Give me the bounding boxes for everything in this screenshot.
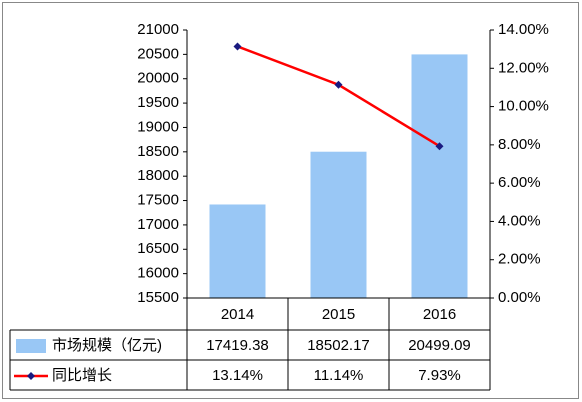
x-tick-label: 2014 xyxy=(221,306,254,323)
y-tick-label: 19500 xyxy=(137,94,179,111)
legend-label: 同比增长 xyxy=(52,367,112,384)
y-tick-label: 16000 xyxy=(137,265,179,282)
legend-key-marker xyxy=(27,372,35,380)
bar xyxy=(209,204,266,298)
y-tick-label: 20000 xyxy=(137,70,179,87)
y2-tick-label: 0.00% xyxy=(498,289,541,306)
y-tick-label: 17500 xyxy=(137,192,179,209)
chart-border xyxy=(2,2,579,399)
y2-tick-label: 6.00% xyxy=(498,174,541,191)
table-value: 20499.09 xyxy=(408,337,471,354)
bar xyxy=(310,151,367,298)
table-value: 18502.17 xyxy=(307,337,370,354)
line-marker xyxy=(334,80,343,89)
y-tick-label: 18000 xyxy=(137,167,179,184)
y-tick-label: 15500 xyxy=(137,289,179,306)
y2-tick-label: 14.00% xyxy=(498,21,549,38)
line-marker xyxy=(233,42,242,51)
y-tick-label: 16500 xyxy=(137,240,179,257)
y-tick-label: 18500 xyxy=(137,143,179,160)
legend-key xyxy=(16,339,46,353)
y-tick-label: 19000 xyxy=(137,118,179,135)
y2-tick-label: 8.00% xyxy=(498,136,541,153)
y2-tick-label: 4.00% xyxy=(498,212,541,229)
line-marker xyxy=(435,142,444,151)
x-tick-label: 2016 xyxy=(423,306,456,323)
bar xyxy=(411,54,468,299)
x-tick-label: 2015 xyxy=(322,306,355,323)
y2-tick-label: 2.00% xyxy=(498,251,541,268)
y2-tick-label: 10.00% xyxy=(498,98,549,115)
legend-label: 市场规模（亿元) xyxy=(52,337,162,354)
table-value: 11.14% xyxy=(314,367,364,384)
y-tick-label: 21000 xyxy=(137,21,179,38)
y-tick-label: 20500 xyxy=(137,45,179,62)
table-value: 13.14% xyxy=(212,367,263,384)
table-value: 17419.38 xyxy=(206,337,269,354)
table-value: 7.93% xyxy=(418,367,461,384)
y2-tick-label: 12.00% xyxy=(498,59,549,76)
y-tick-label: 17000 xyxy=(137,216,179,233)
